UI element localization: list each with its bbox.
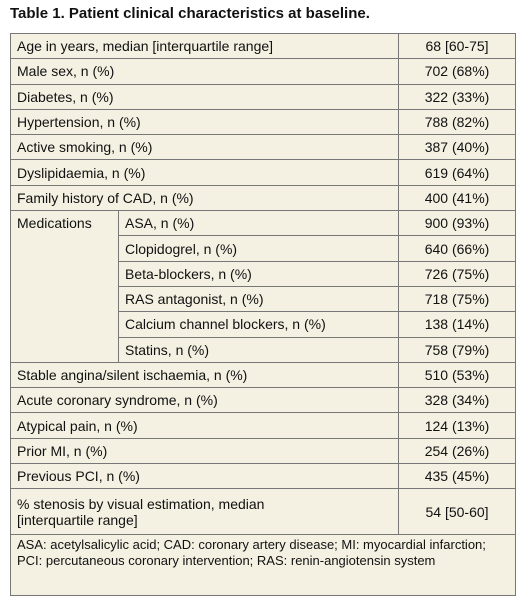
row-label: % stenosis by visual estimation, median[… — [9, 488, 400, 536]
row-label: Active smoking, n (%) — [9, 134, 400, 161]
row-label: Hypertension, n (%) — [9, 108, 400, 136]
table-row: Age in years, median [interquartile rang… — [9, 32, 517, 60]
row-label: Stable angina/silent ischaemia, n (%) — [9, 361, 400, 389]
row-value: 900 (93%) — [398, 210, 517, 237]
table-row: Calcium channel blockers, n (%) 138 (14%) — [11, 311, 517, 338]
row-value: 322 (33%) — [398, 83, 517, 110]
row-value: 124 (13%) — [398, 412, 517, 439]
row-label: Age in years, median [interquartile rang… — [9, 32, 400, 60]
row-value: 400 (41%) — [398, 184, 517, 212]
table-row: Diabetes, n (%) 322 (33%) — [9, 83, 517, 110]
row-value: 435 (45%) — [398, 463, 517, 490]
table: Age in years, median [interquartile rang… — [9, 32, 517, 597]
table-row: RAS antagonist, n (%) 718 (75%) — [11, 285, 517, 313]
row-label: Beta-blockers, n (%) — [117, 260, 400, 287]
table-row: Clopidogrel, n (%) 640 (66%) — [11, 235, 517, 262]
row-label: Acute coronary syndrome, n (%) — [9, 387, 400, 414]
row-label: Statins, n (%) — [117, 336, 400, 363]
row-value: 619 (64%) — [398, 159, 517, 186]
row-label: Male sex, n (%) — [9, 58, 400, 85]
table-row: Atypical pain, n (%) 124 (13%) — [9, 412, 517, 439]
table-row: Statins, n (%) 758 (79%) — [11, 336, 517, 363]
row-value: 726 (75%) — [398, 260, 517, 287]
group-label: Medications — [10, 210, 119, 363]
row-label: Calcium channel blockers, n (%) — [117, 311, 400, 338]
table-row: Previous PCI, n (%) 435 (45%) — [9, 463, 517, 490]
table-row: Male sex, n (%) 702 (68%) — [9, 58, 517, 85]
footnote-row: ASA: acetylsalicylic acid; CAD: coronary… — [9, 534, 517, 597]
row-value: 328 (34%) — [398, 387, 517, 414]
table-row: Active smoking, n (%) 387 (40%) — [9, 134, 517, 161]
row-label: Dyslipidaemia, n (%) — [9, 159, 400, 186]
row-value: 68 [60-75] — [398, 32, 517, 60]
row-value: 510 (53%) — [398, 361, 517, 389]
row-value: 640 (66%) — [398, 235, 517, 262]
label-line: [interquartile range] — [17, 511, 138, 528]
table-row: Medications ASA, n (%) 900 (93%) — [10, 210, 517, 363]
row-value: 54 [50-60] — [398, 488, 517, 536]
row-value: 718 (75%) — [398, 285, 517, 313]
table-row: % stenosis by visual estimation, median[… — [9, 488, 517, 536]
row-label: Diabetes, n (%) — [9, 83, 400, 110]
row-value: 758 (79%) — [398, 336, 517, 363]
row-label: RAS antagonist, n (%) — [117, 285, 400, 313]
table-row: Prior MI, n (%) 254 (26%) — [9, 437, 517, 465]
row-value: 788 (82%) — [398, 108, 517, 136]
row-label: Family history of CAD, n (%) — [9, 184, 400, 212]
row-label: ASA, n (%) — [117, 210, 400, 237]
row-label: Atypical pain, n (%) — [9, 412, 400, 439]
row-value: 254 (26%) — [398, 437, 517, 465]
row-label: Prior MI, n (%) — [9, 437, 400, 465]
table-row: Acute coronary syndrome, n (%) 328 (34%) — [9, 387, 517, 414]
row-value: 387 (40%) — [398, 134, 517, 161]
label-line: % stenosis by visual estimation, median — [17, 495, 265, 512]
table-row: Family history of CAD, n (%) 400 (41%) — [9, 184, 517, 212]
table-row: Dyslipidaemia, n (%) 619 (64%) — [9, 159, 517, 186]
footnote: ASA: acetylsalicylic acid; CAD: coronary… — [9, 534, 517, 597]
row-value: 702 (68%) — [398, 58, 517, 85]
row-label: Clopidogrel, n (%) — [117, 235, 400, 262]
table-row: Stable angina/silent ischaemia, n (%) 510… — [9, 361, 517, 389]
table-title: Table 1. Patient clinical characteristic… — [10, 5, 370, 22]
row-value: 138 (14%) — [398, 311, 517, 338]
row-label: Previous PCI, n (%) — [9, 463, 400, 490]
table-row: Hypertension, n (%) 788 (82%) — [9, 108, 517, 136]
